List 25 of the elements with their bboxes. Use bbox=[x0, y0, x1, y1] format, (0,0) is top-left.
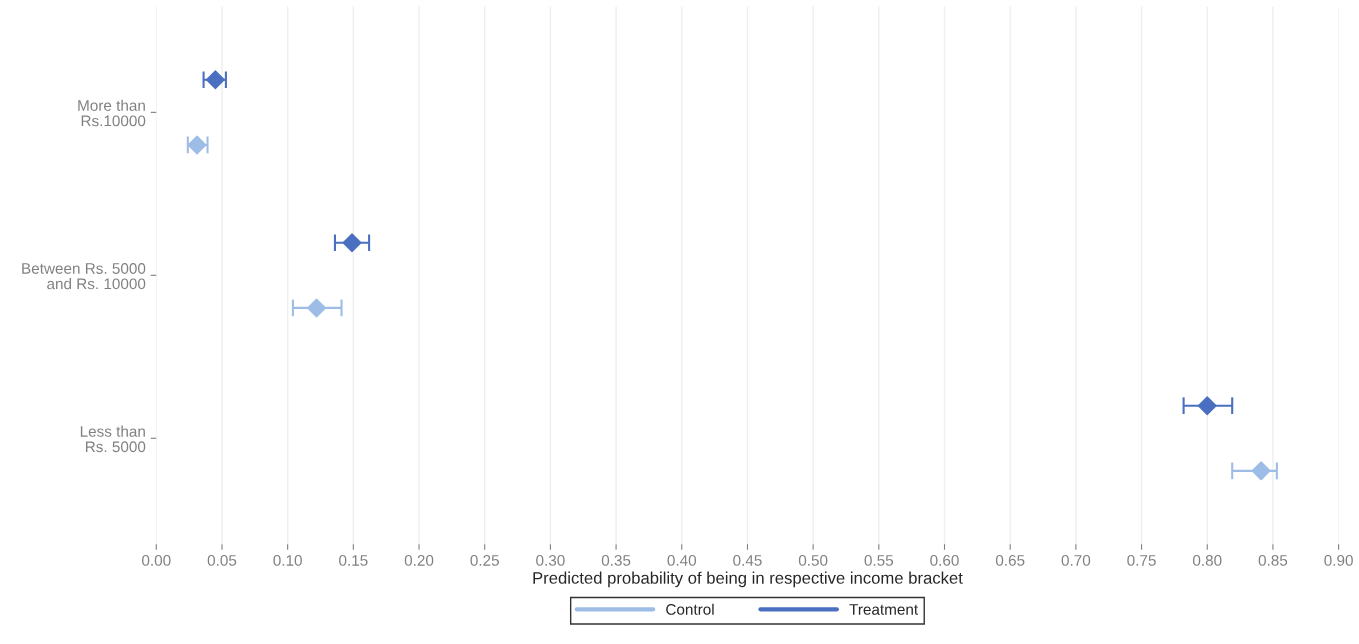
x-tick-label: 0.55 bbox=[864, 555, 894, 566]
x-tick-label: 0.45 bbox=[733, 555, 762, 566]
x-tick-label: 0.40 bbox=[667, 555, 697, 566]
x-tick-label: 0.05 bbox=[207, 555, 237, 566]
x-tick-label: 0.75 bbox=[1127, 555, 1156, 566]
x-tick-label: 0.50 bbox=[798, 555, 828, 566]
x-tick-label: 0.15 bbox=[339, 555, 368, 566]
x-tick-label: 0.30 bbox=[536, 555, 565, 566]
x-tick-label: 0.00 bbox=[142, 555, 171, 566]
x-tick-label: 0.65 bbox=[995, 555, 1025, 566]
x-axis-title: Predicted probability of being in respective income bracket bbox=[533, 571, 963, 588]
x-tick-label: 0.20 bbox=[404, 555, 434, 566]
y-tick-label: Between Rs. 5000 and Rs. 10000 bbox=[22, 263, 146, 290]
x-tick-label: 0.60 bbox=[930, 555, 959, 566]
x-tick-label: 0.10 bbox=[273, 555, 302, 566]
x-tick-label: 0.70 bbox=[1061, 555, 1091, 566]
x-tick-label: 0.35 bbox=[601, 555, 631, 566]
x-tick-label: 0.80 bbox=[1192, 555, 1222, 566]
legend-label: Control bbox=[666, 603, 714, 615]
x-tick-label: 0.90 bbox=[1324, 555, 1353, 566]
x-tick-label: 0.85 bbox=[1258, 555, 1288, 566]
y-tick-label: More than Rs.10000 bbox=[78, 99, 146, 127]
y-tick-label: Less than Rs. 5000 bbox=[80, 425, 146, 453]
x-tick-label: 0.25 bbox=[470, 555, 499, 566]
legend-label: Treatment bbox=[849, 604, 919, 615]
